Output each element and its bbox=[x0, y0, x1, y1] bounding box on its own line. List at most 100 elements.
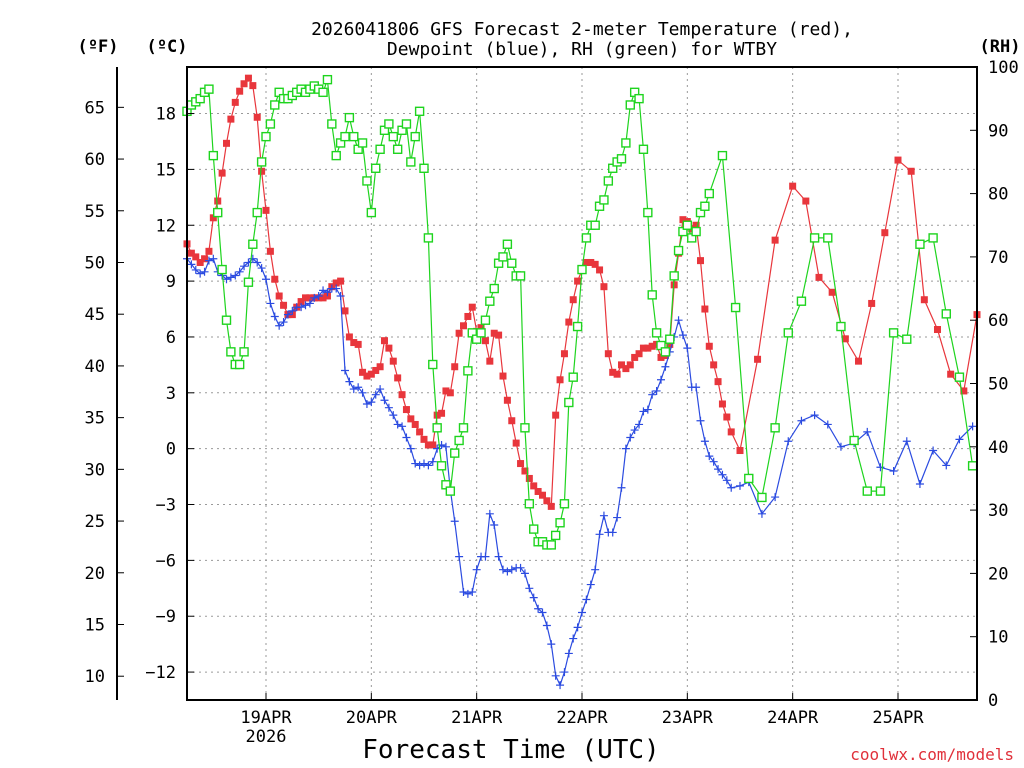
temperature-point bbox=[503, 396, 511, 404]
celsius-tick-label: 12 bbox=[156, 216, 176, 236]
dewpoint-point bbox=[648, 390, 657, 399]
temperature-point bbox=[455, 329, 463, 337]
rh-point bbox=[502, 239, 513, 249]
dewpoint-point bbox=[332, 284, 341, 293]
temperature-point bbox=[402, 406, 410, 414]
rh-point bbox=[902, 334, 912, 344]
temperature-point bbox=[398, 391, 406, 399]
dewpoint-line bbox=[186, 258, 974, 687]
rh-point bbox=[498, 252, 508, 262]
dewpoint-point bbox=[468, 588, 477, 597]
celsius-tick-label: 6 bbox=[166, 328, 176, 348]
dewpoint-point bbox=[639, 407, 648, 416]
rh-point bbox=[568, 372, 578, 382]
rh-point bbox=[331, 150, 341, 161]
rh-point bbox=[270, 100, 280, 110]
x-tick-label: 22APR bbox=[556, 708, 608, 728]
rh-point bbox=[572, 321, 583, 332]
temperature-point bbox=[697, 257, 704, 265]
temperature-point bbox=[446, 389, 454, 397]
rh-point bbox=[392, 144, 403, 154]
rh-point bbox=[239, 347, 249, 357]
temperature-point bbox=[692, 221, 700, 229]
axes: 1815129630−3−6−9−12656055504540353025201… bbox=[85, 58, 1019, 747]
rh-point bbox=[419, 163, 429, 173]
dewpoint-point bbox=[367, 398, 376, 407]
dewpoint-point bbox=[692, 383, 701, 392]
temperature-point bbox=[214, 197, 222, 205]
temperature-point bbox=[508, 417, 516, 425]
temperature-point bbox=[648, 342, 656, 350]
temperature-point bbox=[679, 216, 687, 224]
rh-point bbox=[515, 271, 526, 281]
dewpoint-point bbox=[613, 513, 622, 522]
dewpoint-point bbox=[226, 273, 235, 282]
rh-tick-label: 60 bbox=[988, 311, 1008, 331]
temperature-point bbox=[604, 350, 612, 358]
rh-point bbox=[529, 524, 539, 534]
temperature-point bbox=[613, 370, 621, 378]
temperature-point bbox=[367, 370, 375, 378]
temperature-point bbox=[411, 420, 419, 428]
temperature-point bbox=[275, 292, 283, 300]
dewpoint-point bbox=[915, 480, 924, 489]
rh-point bbox=[862, 486, 872, 496]
dewpoint-point bbox=[393, 420, 402, 429]
series-rh bbox=[182, 74, 978, 550]
temperature-point bbox=[205, 247, 213, 255]
fahrenheit-unit-label: (ºF) bbox=[78, 37, 119, 57]
rh-tick-label: 50 bbox=[988, 375, 1008, 395]
temperature-point bbox=[539, 491, 546, 499]
rh-tick-label: 30 bbox=[988, 501, 1008, 521]
temperature-point bbox=[920, 296, 928, 304]
temperature-point bbox=[960, 387, 968, 395]
temperature-point bbox=[600, 283, 608, 291]
rh-point bbox=[248, 239, 258, 249]
dewpoint-point bbox=[863, 427, 872, 436]
temperature-point bbox=[266, 247, 274, 255]
rh-point bbox=[226, 347, 236, 357]
dewpoint-point bbox=[823, 420, 832, 429]
rh-point bbox=[550, 530, 561, 541]
rh-point bbox=[454, 435, 464, 446]
temperature-point bbox=[244, 74, 252, 82]
rh-point bbox=[480, 315, 491, 325]
x-tick-label: 19APR bbox=[240, 708, 292, 728]
dewpoint-point bbox=[354, 383, 363, 392]
dewpoint-point bbox=[481, 552, 490, 561]
temperature-point bbox=[477, 324, 485, 332]
temperature-point bbox=[499, 372, 507, 380]
dewpoint-point bbox=[968, 422, 977, 431]
rh-point bbox=[647, 290, 657, 300]
rh-point bbox=[406, 157, 416, 167]
dewpoint-point bbox=[630, 426, 639, 435]
rh-point bbox=[796, 296, 807, 306]
rh-point bbox=[217, 264, 227, 275]
dewpoint-point bbox=[621, 444, 630, 453]
dewpoint-point bbox=[547, 640, 556, 649]
dewpoint-point bbox=[556, 681, 565, 690]
temperature-point bbox=[666, 340, 674, 348]
fahrenheit-tick-label: 65 bbox=[85, 98, 105, 118]
rh-tick-label: 10 bbox=[988, 628, 1008, 648]
dewpoint-point bbox=[499, 565, 507, 574]
dewpoint-point bbox=[240, 262, 249, 271]
rh-point bbox=[371, 163, 381, 173]
dewpoint-point bbox=[187, 260, 196, 269]
dewpoint-point bbox=[542, 621, 551, 630]
dewpoint-point bbox=[902, 437, 911, 446]
celsius-tick-label: −6 bbox=[156, 551, 176, 571]
dewpoint-point bbox=[722, 476, 731, 485]
fahrenheit-tick-label: 40 bbox=[85, 357, 105, 377]
temperature-point bbox=[771, 236, 779, 244]
dewpoint-point bbox=[696, 416, 705, 425]
rh-point bbox=[261, 131, 271, 142]
rh-point bbox=[590, 220, 600, 230]
temperature-point bbox=[701, 305, 709, 313]
temperature-point bbox=[705, 342, 713, 350]
dewpoint-point bbox=[889, 467, 898, 476]
temperature-point bbox=[802, 197, 810, 205]
dewpoint-point bbox=[380, 396, 389, 405]
dewpoint-point bbox=[538, 608, 547, 617]
temperature-point bbox=[306, 294, 314, 302]
